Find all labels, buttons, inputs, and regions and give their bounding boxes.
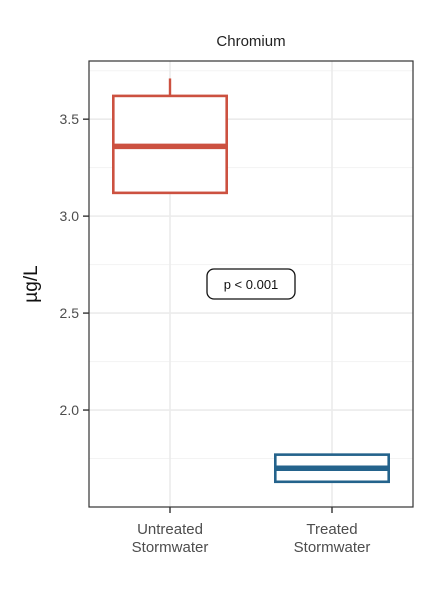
annotation-box xyxy=(206,268,296,300)
y-axis-label: µg/L xyxy=(21,265,42,302)
box-series xyxy=(112,78,390,484)
x-tick-label: Treated Stormwater xyxy=(294,521,371,556)
y-tick-label: 3.5 xyxy=(60,111,80,127)
chart-title: Chromium xyxy=(216,33,285,50)
annotation-group: p < 0.001 xyxy=(206,268,296,300)
y-tick-label: 3.0 xyxy=(60,208,80,224)
y-tick-label: 2.5 xyxy=(60,305,80,321)
y-tick-label: 2.0 xyxy=(60,402,80,418)
box-1 xyxy=(112,78,229,195)
x-axis: Untreated Stormwater Treated Stormwater xyxy=(132,507,371,556)
box-2 xyxy=(273,453,390,484)
plot-panel: p < 0.001 xyxy=(88,60,414,508)
y-axis: 2.0 2.5 3.0 3.5 xyxy=(60,111,89,418)
x-tick-label: Untreated Stormwater xyxy=(132,521,209,556)
annotation-text: p < 0.001 xyxy=(224,277,279,292)
panel-border xyxy=(88,60,414,508)
